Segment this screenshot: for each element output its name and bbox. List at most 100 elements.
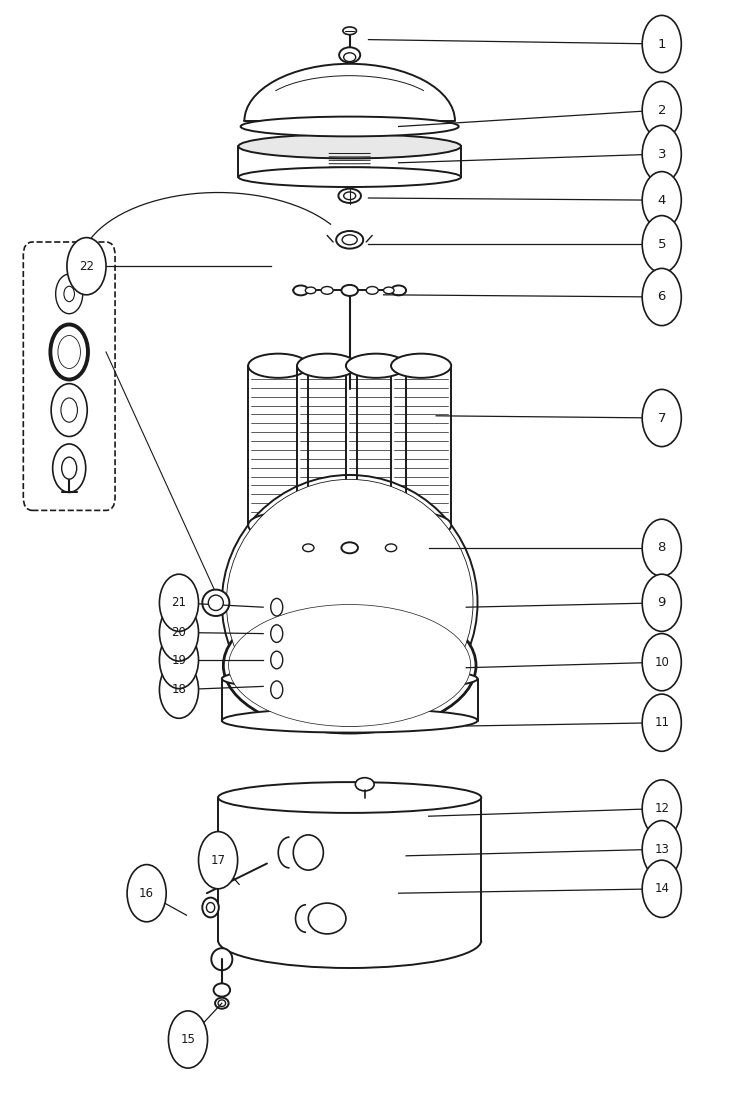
Circle shape [271,651,283,669]
Ellipse shape [336,231,363,249]
FancyBboxPatch shape [391,365,451,526]
Circle shape [159,574,199,631]
Ellipse shape [346,513,406,538]
Ellipse shape [391,285,406,296]
Ellipse shape [344,53,356,62]
Circle shape [159,661,199,718]
Circle shape [51,384,87,437]
Ellipse shape [238,134,461,158]
Ellipse shape [394,542,411,553]
Circle shape [642,172,681,229]
Circle shape [271,598,283,616]
Text: 3: 3 [657,147,666,161]
Text: 19: 19 [171,653,186,667]
Text: 17: 17 [211,854,226,867]
Circle shape [58,336,80,368]
Circle shape [642,125,681,183]
Circle shape [56,274,83,313]
Text: 22: 22 [79,260,94,273]
Ellipse shape [338,189,361,202]
Text: 15: 15 [180,1033,196,1046]
Circle shape [199,832,238,889]
Ellipse shape [289,542,305,553]
Ellipse shape [356,778,374,791]
Ellipse shape [341,542,358,553]
Ellipse shape [297,354,357,378]
Ellipse shape [206,902,215,913]
Ellipse shape [368,543,380,552]
Circle shape [62,458,77,480]
Ellipse shape [341,285,358,296]
Ellipse shape [342,234,357,245]
Circle shape [61,398,77,422]
Text: 6: 6 [657,290,666,304]
Circle shape [642,15,681,73]
Circle shape [159,631,199,689]
Circle shape [168,1011,208,1068]
Ellipse shape [391,354,451,378]
FancyBboxPatch shape [297,365,357,526]
Ellipse shape [218,1000,226,1006]
Text: 5: 5 [657,238,666,251]
FancyBboxPatch shape [346,365,406,526]
Text: 12: 12 [654,802,669,815]
Text: 21: 21 [171,596,186,609]
Circle shape [159,604,199,661]
Ellipse shape [320,543,332,552]
Ellipse shape [226,480,473,726]
Ellipse shape [391,513,451,538]
Ellipse shape [248,513,308,538]
Ellipse shape [293,285,308,296]
Circle shape [642,694,681,751]
FancyBboxPatch shape [23,242,115,510]
Text: 11: 11 [654,716,669,729]
Circle shape [642,268,681,326]
Ellipse shape [308,903,346,934]
Circle shape [642,821,681,878]
Circle shape [642,216,681,273]
Text: 18: 18 [171,683,186,696]
Circle shape [53,444,86,493]
Ellipse shape [366,286,378,294]
Ellipse shape [218,782,481,813]
Ellipse shape [305,287,316,294]
Ellipse shape [215,998,229,1009]
Text: 2: 2 [657,103,666,117]
Circle shape [271,625,283,642]
Ellipse shape [241,117,459,136]
Ellipse shape [222,475,478,730]
Circle shape [67,238,106,295]
Circle shape [64,286,74,301]
Ellipse shape [229,605,471,726]
Circle shape [642,389,681,447]
Ellipse shape [238,167,461,187]
Circle shape [642,634,681,691]
Circle shape [235,586,318,707]
Ellipse shape [222,667,478,691]
Circle shape [642,574,681,631]
Ellipse shape [223,598,476,733]
Ellipse shape [202,590,229,616]
Text: 9: 9 [657,596,666,609]
Circle shape [642,860,681,917]
Text: 8: 8 [657,541,666,554]
Ellipse shape [222,708,478,733]
Ellipse shape [339,47,360,63]
Circle shape [127,865,166,922]
Circle shape [642,780,681,837]
Ellipse shape [343,26,356,34]
Text: 7: 7 [657,411,666,425]
Ellipse shape [384,287,394,294]
Text: 13: 13 [654,843,669,856]
Text: 16: 16 [139,887,154,900]
Text: 1: 1 [657,37,666,51]
Ellipse shape [297,513,357,538]
Ellipse shape [214,983,230,997]
Circle shape [271,681,283,698]
Ellipse shape [344,191,356,200]
Text: 10: 10 [654,656,669,669]
Ellipse shape [321,286,333,294]
Text: 20: 20 [171,626,186,639]
Ellipse shape [386,543,397,552]
Ellipse shape [211,948,232,970]
